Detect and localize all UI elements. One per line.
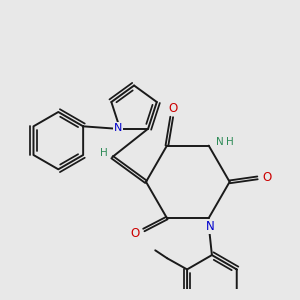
Text: N: N [216, 137, 224, 148]
Text: N: N [206, 220, 215, 233]
Text: O: O [169, 102, 178, 115]
Text: O: O [263, 171, 272, 184]
Text: N: N [114, 122, 122, 133]
Text: H: H [100, 148, 108, 158]
Text: O: O [130, 227, 140, 241]
Text: H: H [226, 137, 233, 148]
